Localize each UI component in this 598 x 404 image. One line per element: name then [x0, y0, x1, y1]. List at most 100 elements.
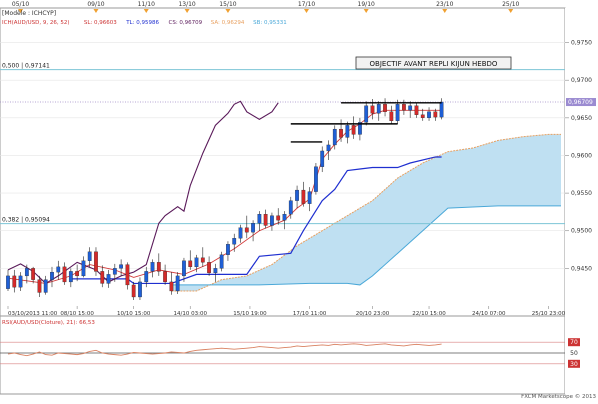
- candle-body: [402, 104, 406, 111]
- candle-body: [169, 281, 174, 292]
- top-date-marker: [508, 9, 514, 13]
- price-tick-label: 0,9600: [571, 152, 592, 159]
- rsi-level-tag: [568, 349, 580, 357]
- candle-body: [383, 104, 387, 112]
- last-price-tag: [566, 98, 596, 107]
- rsi-level-tag: [568, 359, 580, 368]
- bottom-date-label: 24/10 07:00: [472, 311, 506, 317]
- candle-body: [276, 215, 281, 221]
- top-date-label: 05/10: [12, 1, 29, 8]
- top-date-axis: 05/10 09/10 11/10 13/10 15/10 17/10 19/10 23/10…: [12, 1, 520, 13]
- candle-body: [307, 191, 312, 204]
- candle-body: [314, 166, 318, 192]
- candle-body: [43, 279, 48, 293]
- candle-body: [389, 111, 394, 122]
- candle-body: [332, 128, 337, 146]
- candlestick-series: [6, 98, 444, 300]
- top-date-label: 15/10: [219, 1, 236, 8]
- candle-body: [320, 150, 325, 167]
- candle-body: [112, 268, 117, 275]
- candle-body: [282, 214, 287, 221]
- legend-item: SA: 0,96294: [211, 20, 245, 26]
- candle-body: [408, 105, 413, 111]
- top-date-marker: [303, 9, 309, 13]
- candle-body: [219, 254, 224, 269]
- bottom-date-label: 25/10 23:00: [532, 311, 566, 317]
- ichimoku-cloud: [171, 133, 562, 292]
- top-date-label: 13/10: [178, 1, 195, 8]
- bottom-date-label: 22/10 15:00: [412, 311, 446, 317]
- candle-body: [213, 268, 218, 274]
- candle-body: [200, 257, 205, 263]
- top-date-marker: [18, 9, 24, 13]
- candle-body: [251, 223, 255, 233]
- top-date-marker: [93, 9, 99, 13]
- top-date-marker: [442, 9, 448, 13]
- bottom-date-label: 08/10 15:00: [60, 311, 94, 317]
- legend-item: SB: 0,95331: [253, 20, 287, 26]
- candle-body: [156, 262, 161, 272]
- candle-body: [207, 262, 211, 274]
- candle-body: [131, 284, 136, 298]
- candle-body: [62, 266, 67, 283]
- rsi-title: RSI(AUD/USD(Cloture), 21): 66,53: [2, 320, 95, 326]
- candle-body: [150, 262, 155, 272]
- candle-body: [257, 214, 262, 224]
- rsi-plot-frame: [0, 315, 566, 395]
- top-date-label: 09/10: [87, 1, 104, 8]
- bottom-date-label: 17/10 11:00: [293, 311, 327, 317]
- candle-body: [345, 125, 350, 138]
- top-date-marker: [363, 9, 369, 13]
- candle-body: [427, 111, 431, 118]
- top-date-label: 25/10: [502, 1, 519, 8]
- legend-item: SL: 0,96603: [84, 20, 117, 26]
- bottom-date-label: 20/10 23:00: [356, 311, 390, 317]
- top-date-marker: [184, 9, 190, 13]
- senkou-span-b-line: [171, 205, 561, 286]
- candle-body: [24, 268, 29, 277]
- bottom-date-label: 03/10/2013 11:00: [8, 311, 58, 317]
- fibonacci-label: 0,500 | 0,97141: [2, 63, 50, 70]
- candle-body: [263, 214, 268, 226]
- candle-body: [50, 271, 54, 280]
- price-tick-label: 0,9750: [571, 40, 592, 47]
- rsi-level-tag: [568, 338, 580, 347]
- candle-body: [414, 105, 419, 115]
- bottom-date-label: 10/10 15:00: [117, 311, 151, 317]
- candle-body: [37, 279, 42, 293]
- candle-body: [100, 271, 105, 284]
- candle-body: [68, 271, 73, 283]
- model-label: [Modèle : ICHCYP]: [2, 10, 56, 17]
- candle-body: [12, 275, 17, 288]
- candle-body: [351, 125, 356, 135]
- candle-body: [420, 114, 425, 118]
- candle-body: [364, 105, 369, 123]
- top-date-marker: [225, 9, 231, 13]
- annotation-text: OBJECTIF AVANT REPLI KIJUN HEBDO: [370, 60, 498, 68]
- price-tick-label: 0,9500: [571, 228, 592, 235]
- bottom-date-axis: 03/10/2013 11:00 08/10 15:00 10/10 15:00 14…: [7, 306, 566, 317]
- candle-body: [433, 111, 438, 118]
- rsi-tick-label: 50: [570, 350, 578, 357]
- price-axis-panel: [565, 8, 598, 394]
- candle-body: [81, 260, 86, 277]
- senkou-span-a-line: [171, 133, 561, 292]
- candle-body: [138, 281, 142, 298]
- candle-body: [244, 227, 249, 233]
- candle-body: [125, 264, 130, 286]
- candle-body: [395, 104, 400, 122]
- annotation-box: [355, 56, 512, 70]
- rsi-tick-label: 30: [570, 361, 578, 368]
- candle-body: [6, 275, 10, 289]
- last-price-label: 0,96709: [568, 99, 593, 106]
- candle-body: [288, 200, 293, 215]
- fibonacci-label: 0,382 | 0,95094: [2, 217, 50, 224]
- candle-body: [175, 275, 180, 292]
- price-tick-label: 0,9650: [571, 115, 592, 122]
- rsi-line: [7, 343, 442, 357]
- indicator-legend: ICH(AUD/USD, 9, 26, 52) SL: 0,96603 TL: 0,…: [2, 20, 287, 26]
- rsi-panel: RSI(AUD/USD(Cloture), 21): 66,53 70 50 30: [0, 320, 580, 368]
- candle-body: [238, 227, 243, 239]
